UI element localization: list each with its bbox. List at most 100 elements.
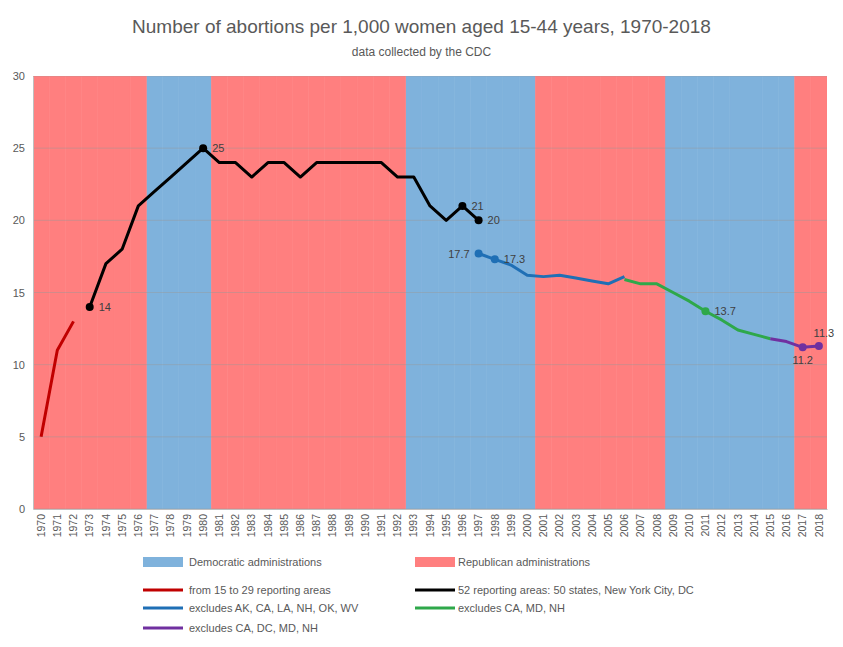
x-tick: 1993 [407,509,419,537]
y-tick: 20 [13,214,33,226]
x-tick-label: 1971 [51,514,63,538]
x-tick: 2004 [586,509,598,537]
x-tick: 1978 [164,509,176,537]
grid-line [33,148,827,149]
x-tick-label: 1980 [197,514,209,538]
point-marker [799,343,807,351]
x-tick: 1994 [424,509,436,537]
x-tick: 2010 [683,509,695,537]
x-tick-label: 1979 [181,514,193,538]
grid [33,76,827,509]
legend-item: excludes AK, CA, LA, NH, OK, WV [143,602,359,614]
x-axis: 1970197119721973197419751976197719781979… [34,509,828,537]
x-tick-label: 1991 [375,514,387,538]
x-tick: 1976 [132,509,144,537]
x-tick: 2002 [553,509,565,537]
x-tick: 2001 [537,509,549,537]
x-tick-label: 1982 [229,514,241,538]
point-marker [199,144,207,152]
x-tick-label: 2010 [683,514,695,538]
y-tick-label: 25 [13,142,25,154]
x-tick-label: 2017 [796,514,808,538]
x-tick: 1972 [67,509,79,537]
point-marker [86,303,94,311]
series-line [479,254,625,284]
point-marker [701,307,709,315]
data-labels: 1425212017.717.313.711.211.3 [99,142,834,366]
x-tick: 1973 [83,509,95,537]
legend-item: excludes CA, MD, NH [415,602,565,614]
x-tick-label: 2015 [764,514,776,538]
background [0,0,843,647]
legend-label: excludes CA, DC, MD, NH [189,622,318,634]
legend-swatch [415,557,455,567]
x-tick-label: 1981 [213,514,225,538]
x-tick-label: 1972 [67,514,79,538]
x-tick: 2007 [634,509,646,537]
x-tick-label: 1994 [424,514,436,538]
grid-line [33,220,827,221]
data-label: 17.7 [448,248,469,260]
x-tick-label: 2000 [521,514,533,538]
x-tick-label: 1997 [472,514,484,538]
x-tick: 2012 [715,509,727,537]
legend-label: from 15 to 29 reporting areas [189,584,331,596]
legend-swatch [143,557,183,567]
grid-line [33,292,827,293]
legend-item: from 15 to 29 reporting areas [143,584,331,596]
x-tick-label: 1977 [148,514,160,538]
x-tick: 1982 [229,509,241,537]
x-tick-label: 1985 [278,514,290,538]
x-tick: 1991 [375,509,387,537]
y-axis-line [33,77,34,510]
x-tick-label: 2006 [618,514,630,538]
legend-swatch [415,589,455,592]
plot-marks [33,76,827,509]
x-tick-label: 2001 [537,514,549,538]
y-tick: 15 [13,287,33,299]
y-tick: 0 [19,503,33,515]
x-tick: 1979 [181,509,193,537]
x-tick-label: 2011 [699,514,711,537]
point-marker [491,255,499,263]
x-tick: 2018 [813,509,825,537]
x-tick-label: 2003 [570,514,582,538]
x-tick: 1985 [278,509,290,537]
data-label: 11.3 [814,327,835,339]
data-label: 20 [488,214,500,226]
x-tick-label: 1978 [164,514,176,538]
x-tick: 2009 [667,509,679,537]
x-tick: 1974 [100,509,112,537]
y-axis: 051015202530 [13,70,34,515]
legend-label: Republican administrations [458,556,591,568]
grid-line [33,76,827,77]
x-tick-label: 1989 [343,514,355,538]
legend-item: 52 reporting areas: 50 states, New York … [415,584,694,596]
x-tick-label: 1986 [294,514,306,538]
x-tick: 1983 [245,509,257,537]
legend-label: excludes AK, CA, LA, NH, OK, WV [189,602,359,614]
x-tick-label: 1976 [132,514,144,538]
x-tick-label: 2018 [813,514,825,538]
x-tick-label: 2005 [602,514,614,538]
x-tick: 1987 [310,509,322,537]
point-marker [815,342,823,350]
x-tick: 1999 [505,509,517,537]
x-tick: 2013 [732,509,744,537]
chart-container: Number of abortions per 1,000 women aged… [0,0,843,647]
data-label: 17.3 [504,253,525,265]
x-tick: 1992 [391,509,403,537]
x-tick: 2011 [699,509,711,537]
legend-swatch [143,607,183,610]
y-tick-label: 0 [19,503,25,515]
title: Number of abortions per 1,000 women aged… [132,16,711,37]
legend-swatch [143,589,183,592]
x-tick: 1995 [440,509,452,537]
x-tick: 1975 [116,509,128,537]
y-tick-label: 15 [13,287,25,299]
x-tick: 1988 [326,509,338,537]
x-tick: 1971 [51,509,63,537]
x-tick: 1981 [213,509,225,537]
y-tick-label: 30 [13,70,25,82]
y-tick: 10 [13,359,33,371]
